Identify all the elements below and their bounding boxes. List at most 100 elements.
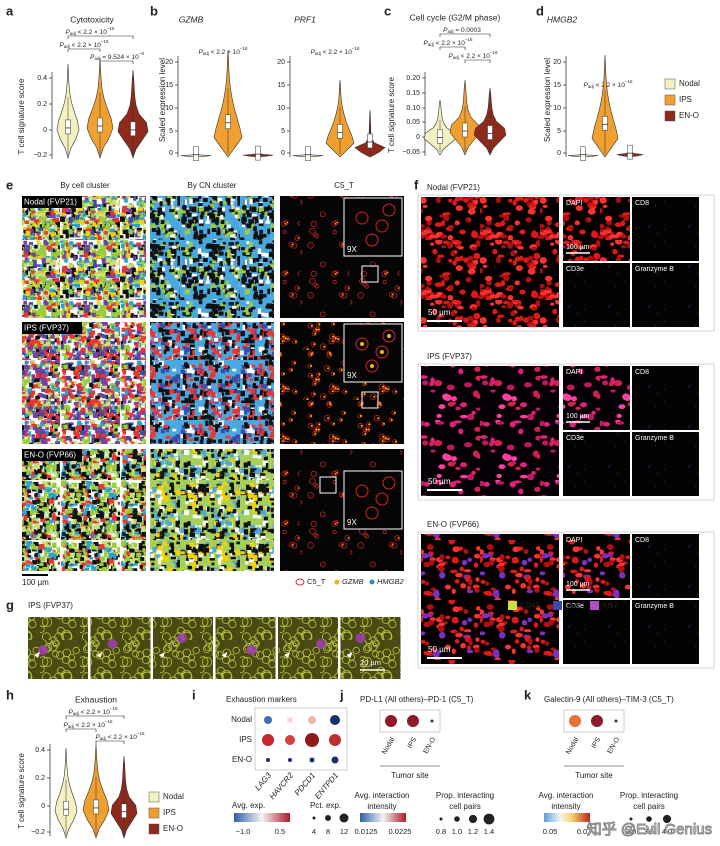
- p-symbol: P: [68, 709, 73, 716]
- panel-title: PD-L1 (All others)–PD-1 (C5_T): [360, 695, 474, 704]
- size-key: [646, 816, 652, 822]
- zoom-cell: [365, 233, 379, 247]
- image-merge: [421, 366, 559, 496]
- column-label: EN-O: [423, 736, 438, 755]
- box: [130, 121, 136, 137]
- arrowhead: [96, 652, 103, 658]
- y-tick-label: −0.05: [402, 149, 420, 156]
- zoom-label: 9X: [347, 245, 357, 254]
- size-tick: 1.2: [468, 827, 478, 836]
- p-sub: adj: [203, 51, 209, 56]
- legend-swatch: [664, 110, 676, 122]
- zoom-label: 9X: [347, 371, 357, 380]
- size-key: [312, 816, 316, 820]
- arrowhead: [159, 652, 165, 658]
- p-sub: adj: [100, 736, 106, 741]
- dot: [262, 734, 274, 746]
- panel-label: k: [524, 687, 532, 702]
- p-sub: adj: [68, 724, 74, 729]
- legend-label: CD8: [565, 601, 582, 610]
- legend-title: Avg. exp.: [232, 801, 265, 810]
- dot: [407, 715, 419, 727]
- legend-dot: [334, 579, 340, 585]
- y-tick-label: 0.15: [406, 90, 420, 97]
- column-label: EN-O: [607, 736, 622, 755]
- legend-label: C5_T: [307, 577, 326, 586]
- legend-label: CD45: [520, 601, 541, 610]
- p-rest: = 0.0003: [454, 27, 482, 34]
- scale-label: 100 µm: [22, 578, 49, 587]
- y-tick-label: 15: [553, 82, 561, 89]
- y-tick-label: 0.05: [406, 119, 420, 126]
- y-tick-label: 20: [277, 59, 285, 66]
- p-value: Padj < 2.2 × 10−16: [583, 79, 633, 89]
- zoom-cell: [375, 492, 389, 506]
- dot-plot-frame: [563, 709, 625, 733]
- zoom-label: 9X: [347, 518, 357, 527]
- p-rest: < 2.2 × 10: [74, 722, 105, 729]
- panel-label: h: [6, 687, 14, 702]
- zoom-cell: [355, 484, 369, 498]
- ki67-cell: [38, 645, 48, 655]
- channel-label: DAPI: [566, 537, 582, 544]
- box: [462, 122, 468, 138]
- arrowhead: [346, 652, 353, 658]
- bracket: [99, 60, 134, 64]
- size-key: [325, 815, 331, 821]
- p-symbol: P: [63, 722, 68, 729]
- y-tick-label: −0.2: [31, 829, 45, 836]
- p-sub: adj: [94, 56, 100, 61]
- legend-label: Nodal: [163, 792, 184, 801]
- p-value: Padj = 0.0003: [443, 27, 481, 34]
- box: [65, 119, 71, 135]
- p-value: Padj < 2.2 × 10−16: [68, 706, 118, 716]
- ki67-cell: [107, 639, 118, 649]
- dot: [385, 715, 397, 727]
- column-label: ENTPD1: [313, 771, 340, 801]
- y-tick-label: 0: [43, 127, 47, 134]
- zoom-dot: [370, 364, 374, 368]
- p-value: Padj < 2.2 × 10−16: [448, 50, 498, 60]
- dot: [614, 719, 618, 723]
- colorbar-tick: 0.5: [275, 827, 285, 836]
- y-tick-label: 0: [281, 150, 285, 157]
- y-tick-label: 0: [169, 150, 173, 157]
- zoom-cell: [382, 476, 396, 490]
- p-sup: −16: [352, 46, 360, 51]
- column-header: By CN cluster: [188, 181, 237, 190]
- dot-plot-frame: [254, 707, 348, 771]
- dot: [330, 715, 340, 725]
- y-tick-label: 0: [416, 134, 420, 141]
- y-tick-label: 10: [165, 105, 173, 112]
- frame: [417, 531, 715, 669]
- zoom-cell: [375, 219, 389, 233]
- y-axis-label: Scaled expression level: [158, 58, 167, 142]
- p-sup: −16: [625, 79, 633, 84]
- p-sup: −16: [105, 719, 113, 724]
- colorbar-tick: 0.05: [543, 827, 558, 836]
- legend-label: Nodal: [679, 79, 700, 88]
- box: [367, 133, 373, 149]
- zoom-cell: [382, 203, 396, 217]
- colorbar: [360, 813, 406, 822]
- legend-swatch: [148, 807, 160, 819]
- legend-title: cell pairs: [449, 802, 481, 811]
- y-tick-label: 0: [41, 803, 45, 810]
- panel-title: Galectin-9 (All others)–TIM-3 (C5_T): [544, 695, 674, 704]
- zoom-dot: [387, 334, 391, 338]
- dot: [264, 716, 272, 724]
- y-axis-label: T cell signature score: [17, 78, 26, 154]
- box: [97, 117, 103, 133]
- zoom-dot: [380, 350, 384, 354]
- image-channel: [632, 197, 699, 261]
- image-merge: [421, 197, 559, 327]
- panel-label: j: [339, 687, 344, 702]
- panel-label: d: [536, 3, 544, 18]
- panel-title: GZMB: [179, 14, 204, 24]
- p-symbol: P: [423, 40, 428, 47]
- panel-label: c: [384, 3, 391, 18]
- legend-label: GZMB: [342, 577, 364, 586]
- y-tick-label: −0.2: [33, 152, 47, 159]
- channel-label: CD3e: [566, 266, 584, 273]
- p-symbol: P: [443, 27, 448, 34]
